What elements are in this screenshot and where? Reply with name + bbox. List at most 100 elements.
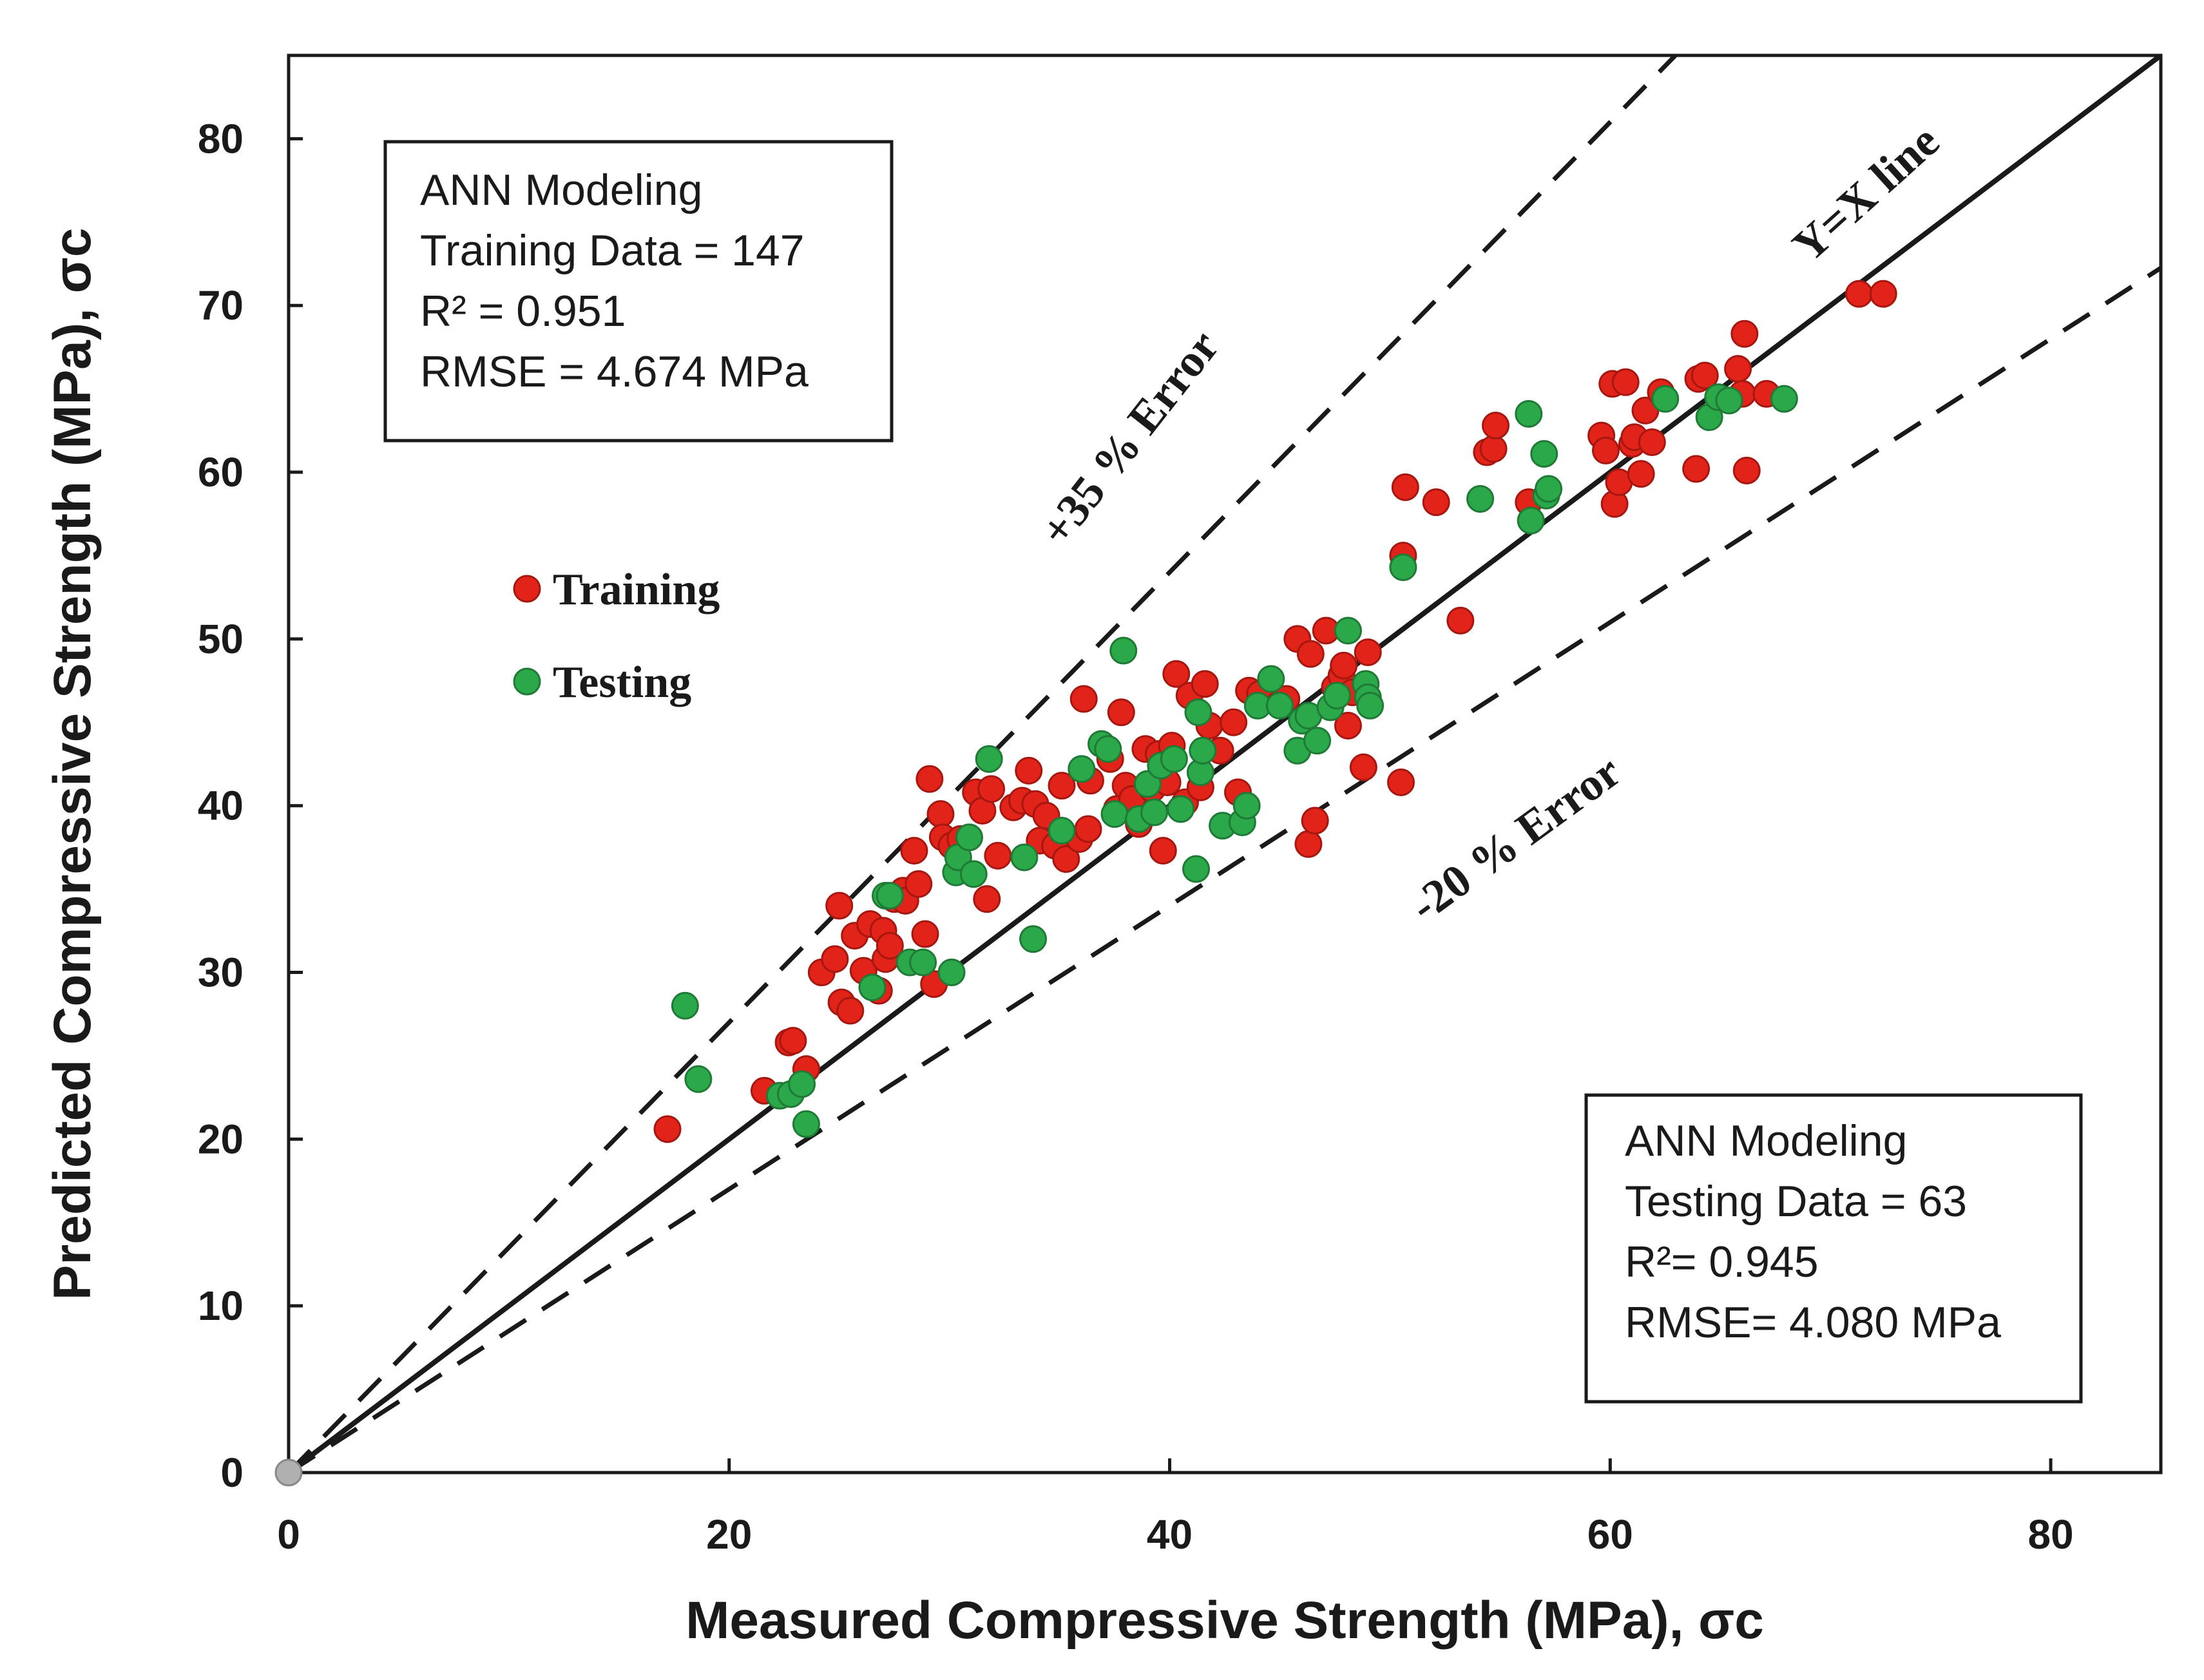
testing-point	[1019, 925, 1048, 953]
training-point	[779, 1027, 807, 1055]
training-point	[821, 945, 849, 973]
testing-point	[1303, 727, 1332, 755]
testing-point	[1515, 399, 1543, 428]
testing-point	[1140, 798, 1169, 826]
training-box-count: Training Data = 147	[420, 226, 805, 275]
testing-point	[792, 1110, 820, 1138]
minus-20-error-line	[289, 266, 2161, 1473]
testing-point	[959, 860, 988, 888]
training-point	[905, 870, 933, 898]
y-tick-label: 0	[220, 1449, 244, 1496]
testing-point	[1530, 440, 1558, 468]
y-tick-label: 10	[198, 1283, 244, 1329]
training-point	[926, 800, 955, 828]
testing-box-r2: R²= 0.945	[1625, 1237, 1819, 1286]
training-point	[1074, 815, 1102, 843]
y-axis-ticks: 0 10 20 30 40 50 60 70 80	[198, 115, 303, 1496]
testing-point	[684, 1065, 713, 1093]
testing-point	[937, 959, 966, 987]
training-point	[977, 775, 1006, 803]
testing-point	[1232, 792, 1261, 820]
y-tick-label: 30	[198, 950, 244, 996]
training-point	[915, 765, 944, 793]
legend-testing-label: Testing	[553, 658, 691, 707]
training-point	[1354, 638, 1382, 667]
training-point	[1301, 807, 1329, 835]
training-point	[1627, 460, 1655, 488]
testing-point	[1184, 698, 1212, 727]
training-point	[653, 1115, 682, 1143]
testing-point	[1265, 691, 1294, 720]
training-point	[1052, 845, 1080, 873]
testing-point	[876, 881, 904, 910]
training-point	[1638, 428, 1666, 456]
x-tick-label: 0	[277, 1511, 300, 1558]
testing-stats-box: ANN Modeling Testing Data = 63 R²= 0.945…	[1584, 1093, 2083, 1404]
training-point	[1446, 606, 1475, 635]
testing-point	[1094, 735, 1122, 763]
training-point	[1296, 640, 1325, 668]
y-tick-label: 60	[198, 449, 244, 495]
testing-point	[975, 745, 1003, 773]
x-tick-label: 20	[706, 1511, 752, 1558]
testing-point	[1389, 553, 1417, 582]
testing-point	[1068, 755, 1096, 783]
legend: Training Testing	[513, 565, 720, 707]
training-point	[900, 837, 928, 865]
training-box-rmse: RMSE = 4.674 MPa	[420, 347, 809, 396]
y-tick-label: 40	[198, 783, 244, 829]
testing-point	[788, 1070, 816, 1098]
training-point	[1391, 473, 1419, 501]
x-tick-label: 60	[1587, 1511, 1633, 1558]
testing-point	[1100, 800, 1129, 828]
training-box-r2: R² = 0.951	[420, 287, 626, 336]
testing-point	[1715, 387, 1743, 415]
testing-point	[1517, 506, 1545, 535]
x-axis-ticks: 0 20 40 60 80	[277, 1458, 2074, 1558]
training-point	[1149, 837, 1177, 865]
training-point	[1330, 651, 1358, 680]
training-point	[836, 997, 865, 1025]
training-stats-box: ANN Modeling Training Data = 147 R² = 0.…	[383, 140, 894, 443]
training-box-title: ANN Modeling	[420, 166, 702, 215]
testing-point	[909, 948, 937, 977]
legend-testing-marker	[513, 667, 541, 696]
testing-point	[955, 823, 983, 852]
training-point	[1479, 435, 1508, 463]
training-point	[1732, 456, 1761, 484]
testing-point	[1167, 795, 1195, 823]
training-point	[1162, 660, 1191, 688]
testing-point	[1257, 665, 1285, 693]
training-point	[1191, 670, 1219, 698]
testing-point	[1048, 817, 1076, 845]
training-point	[1482, 412, 1510, 440]
testing-point	[1334, 616, 1362, 645]
training-point	[1611, 368, 1640, 396]
training-point	[1682, 455, 1710, 483]
training-point	[973, 885, 1001, 913]
x-axis-title: Measured Compressive Strength (MPa), σc	[685, 1591, 1764, 1650]
testing-point	[858, 973, 886, 1002]
plot-frame	[287, 53, 2163, 1475]
testing-point	[1323, 682, 1351, 710]
training-point	[1220, 708, 1248, 736]
legend-training-marker	[513, 575, 541, 603]
y-tick-label: 20	[198, 1116, 244, 1162]
testing-point	[671, 991, 699, 1020]
training-point	[1334, 711, 1362, 740]
training-point	[1730, 320, 1759, 348]
testing-point	[1535, 475, 1563, 503]
testing-point	[1189, 736, 1217, 765]
training-point	[1349, 753, 1377, 781]
training-point	[1691, 361, 1719, 390]
training-point	[1869, 280, 1897, 308]
y-axis-title: Predicted Compressive Strength (MPa), σc	[43, 228, 102, 1301]
testing-box-rmse: RMSE= 4.080 MPa	[1625, 1298, 2001, 1347]
y-tick-label: 50	[198, 616, 244, 662]
training-point	[1048, 772, 1076, 800]
training-point	[1422, 488, 1450, 517]
training-point	[1069, 685, 1098, 713]
testing-box-title: ANN Modeling	[1625, 1116, 1907, 1165]
training-point	[1845, 280, 1873, 308]
